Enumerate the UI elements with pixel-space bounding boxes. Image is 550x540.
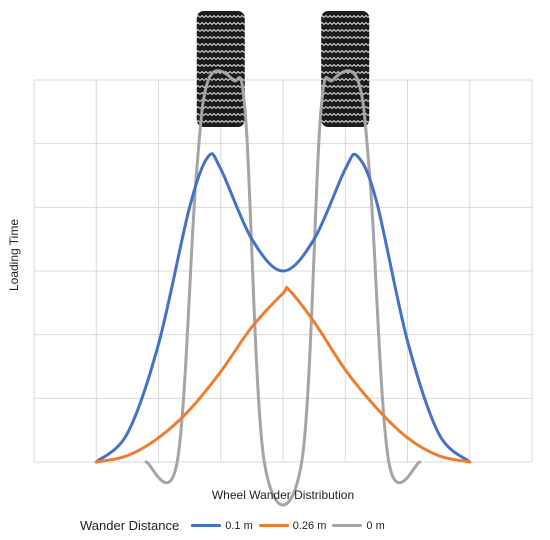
legend-items: 0.1 m 0.26 m 0 m — [185, 520, 385, 532]
legend-label: 0 m — [366, 519, 385, 532]
legend-item: 0.26 m — [258, 519, 327, 532]
y-axis-label: Loading Time — [4, 150, 24, 360]
legend-label: 0.26 m — [292, 519, 327, 532]
y-axis-label-text: Loading Time — [7, 218, 22, 292]
legend-swatch — [258, 524, 289, 527]
series-line-1 — [94, 285, 472, 464]
legend-swatch — [191, 524, 222, 527]
legend: Wander Distance 0.1 m 0.26 m 0 m — [80, 518, 385, 533]
legend-swatch — [332, 524, 363, 527]
legend-title: Wander Distance — [80, 518, 180, 533]
legend-item: 0.1 m — [191, 520, 253, 532]
legend-item: 0 m — [332, 519, 385, 532]
tire-tread-icon — [321, 11, 370, 127]
series-layer — [94, 69, 472, 507]
series-line-0 — [94, 152, 472, 464]
tire-group — [196, 11, 370, 127]
tire-tread-icon — [196, 11, 245, 127]
legend-label: 0.1 m — [225, 519, 253, 532]
x-axis-label: Wheel Wander Distribution — [211, 488, 355, 502]
